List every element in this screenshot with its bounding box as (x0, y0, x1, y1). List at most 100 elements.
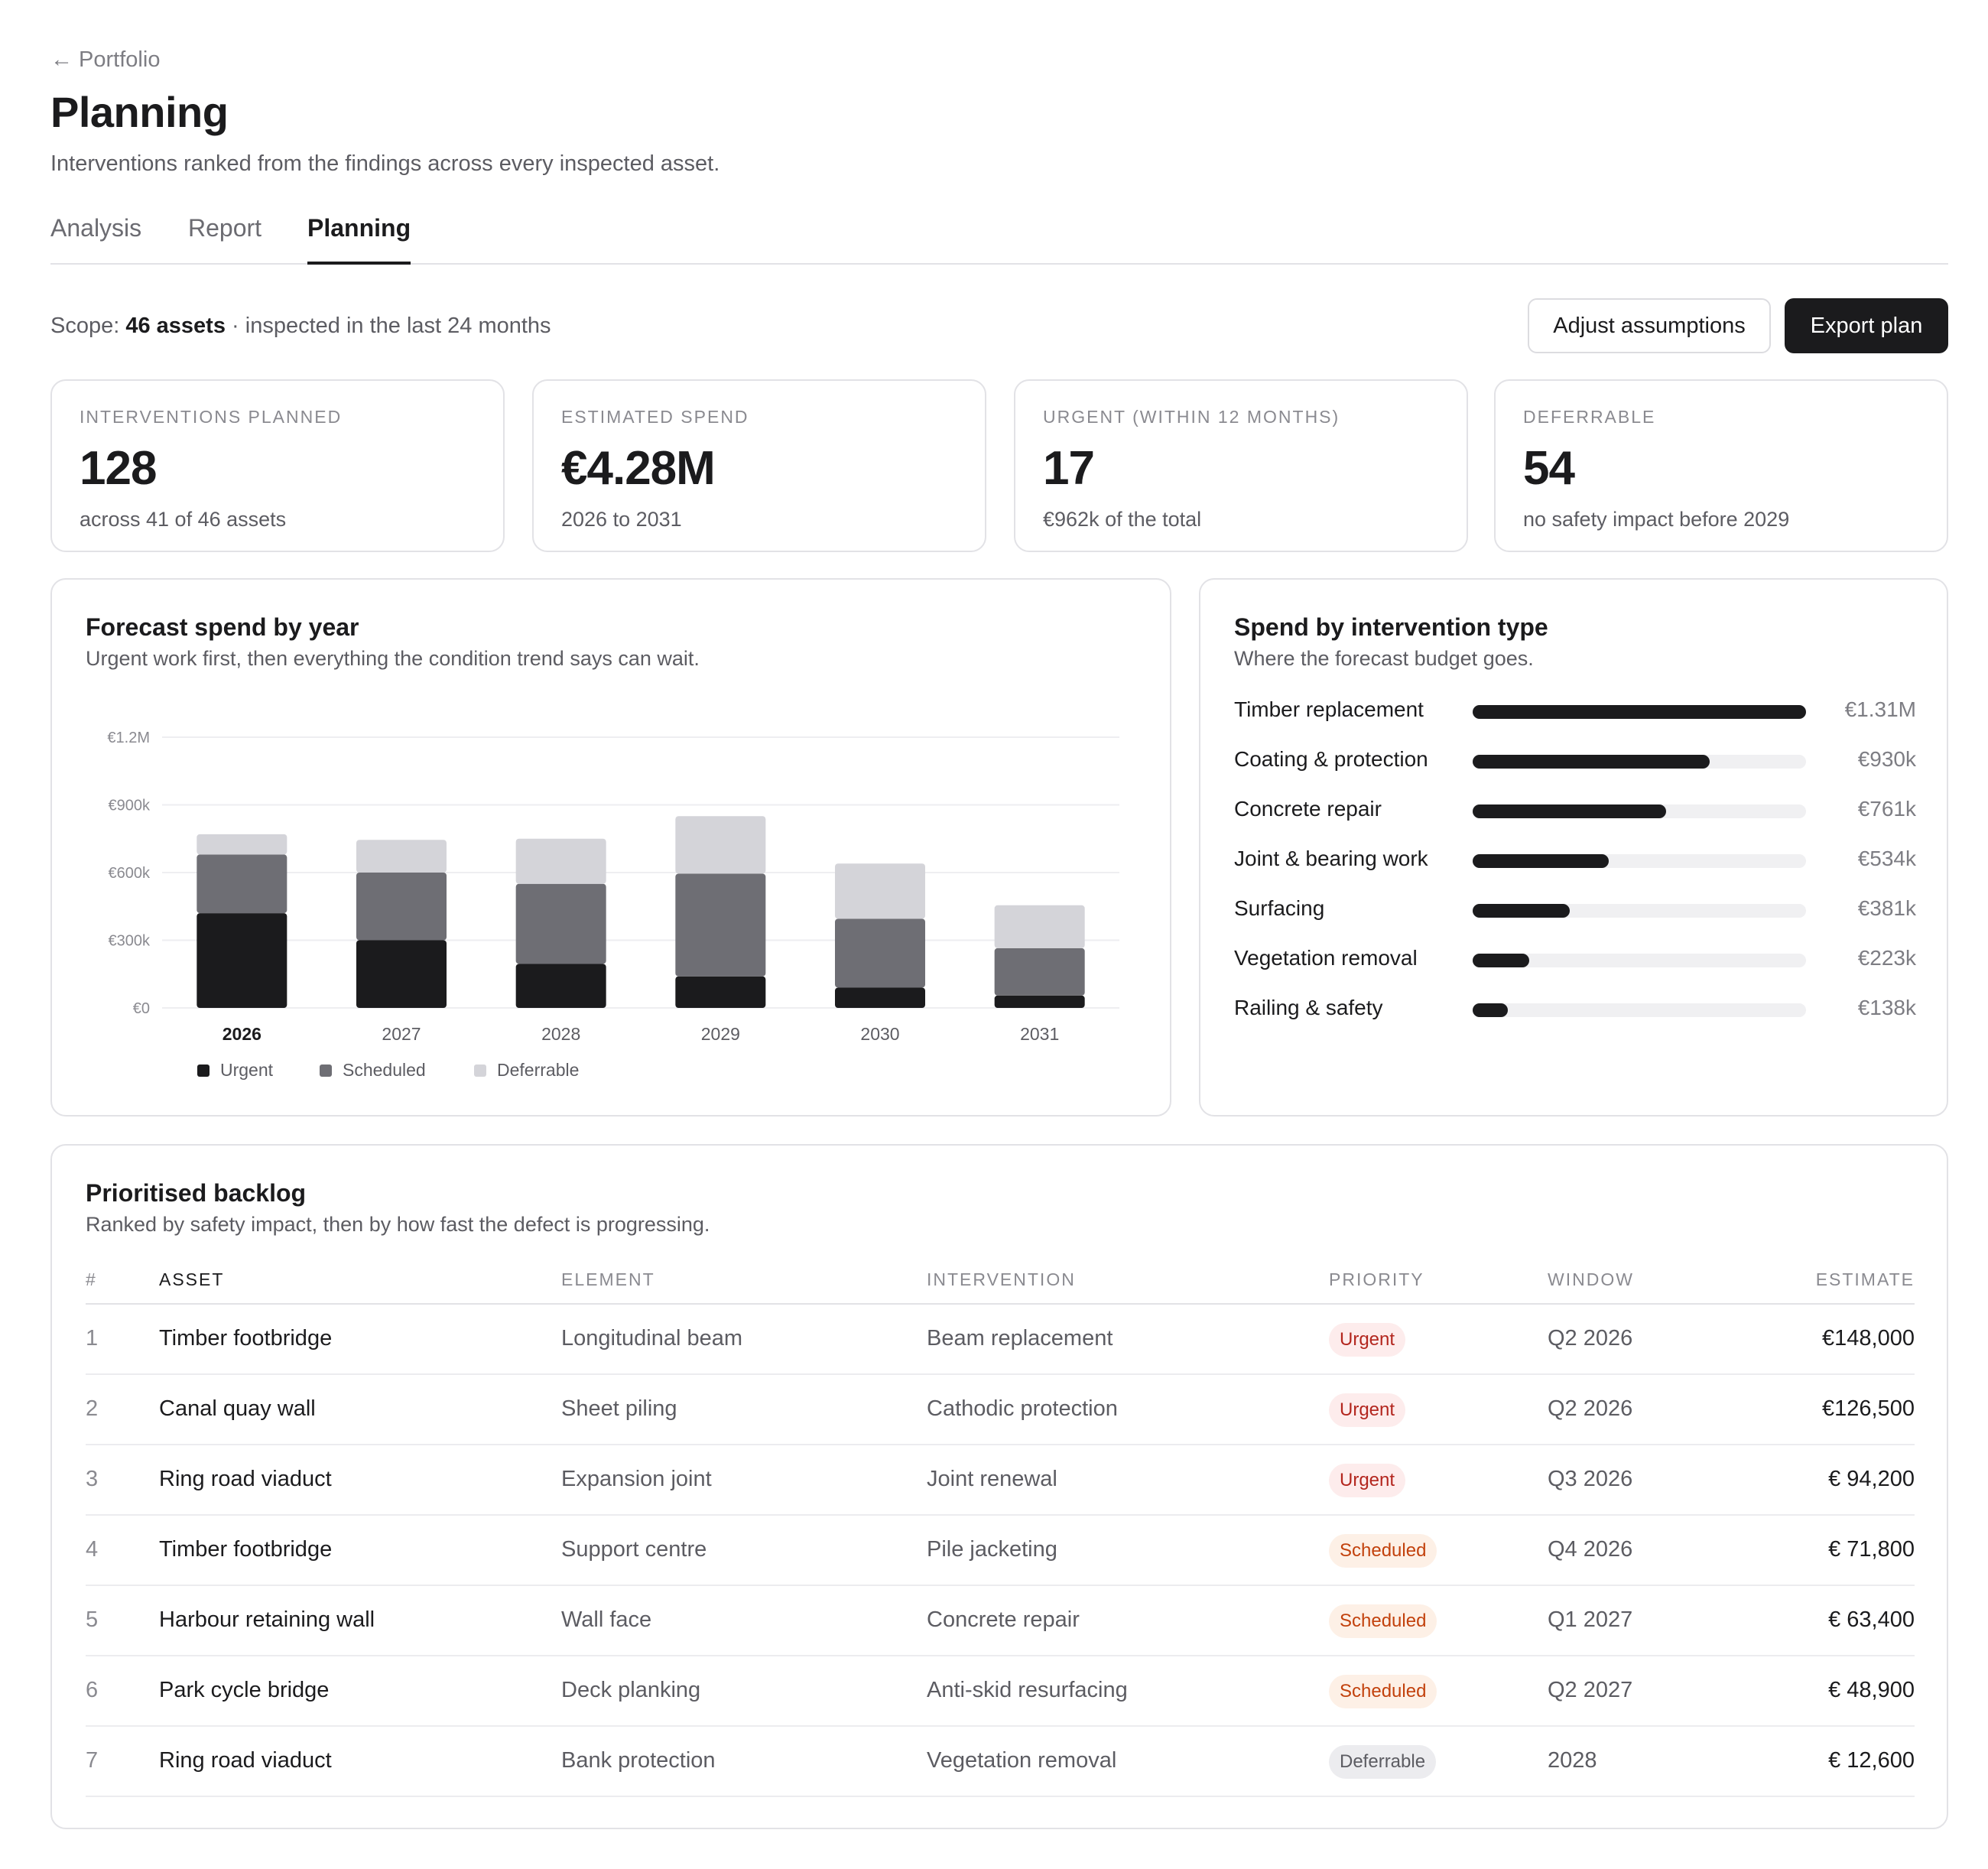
column-header-asset[interactable]: Asset (159, 1269, 225, 1289)
column-header-number: # (86, 1269, 97, 1289)
adjust-assumptions-button[interactable]: Adjust assumptions (1528, 298, 1771, 353)
backlog-title: Prioritised backlog (86, 1179, 307, 1207)
row-number: 7 (86, 1748, 99, 1773)
bar-deferrable-2028 (515, 838, 606, 884)
row-asset: Timber footbridge (159, 1326, 333, 1351)
row-window: Q2 2027 (1548, 1678, 1633, 1702)
bar-deferrable-2031 (994, 905, 1085, 948)
row-element: Wall face (561, 1607, 652, 1632)
kpi-sub: 2026 to 2031 (561, 508, 682, 531)
tab-planning[interactable]: Planning (307, 214, 411, 265)
y-tick-label: €300k (109, 933, 151, 950)
table-row[interactable]: 7 Ring road viaduct Bank protection Vegetat… (86, 1727, 1915, 1797)
type-label: Concrete repair (1234, 797, 1382, 821)
bar-urgent-2031 (994, 995, 1085, 1008)
table-row[interactable]: 6 Park cycle bridge Deck planking Anti-skid… (86, 1656, 1915, 1727)
scope-prefix: Scope: (50, 314, 120, 338)
y-tick-label: €900k (109, 798, 151, 814)
type-label: Timber replacement (1234, 697, 1424, 721)
row-intervention: Cathodic protection (927, 1396, 1118, 1421)
row-priority: Urgent (1329, 1323, 1406, 1357)
backlog-card: Prioritised backlog Ranked by safety imp… (50, 1144, 1948, 1829)
row-priority: Scheduled (1329, 1604, 1437, 1638)
type-value: €534k (1857, 847, 1916, 870)
row-estimate: € 71,800 (1828, 1537, 1915, 1562)
type-bar-track (1473, 904, 1806, 918)
type-bar (1473, 804, 1667, 818)
priority-badge: Urgent (1329, 1323, 1406, 1357)
row-asset: Timber footbridge (159, 1537, 333, 1562)
type-bar (1473, 854, 1609, 868)
priority-badge: Urgent (1329, 1393, 1406, 1427)
kpi-sub: €962k of the total (1043, 508, 1202, 531)
row-priority: Scheduled (1329, 1675, 1437, 1708)
bar-deferrable-2027 (356, 840, 447, 873)
table-row[interactable]: 3 Ring road viaduct Expansion joint Joint r… (86, 1445, 1915, 1516)
type-value: €1.31M (1844, 697, 1916, 721)
bar-urgent-2029 (675, 976, 766, 1008)
priority-badge: Deferrable (1329, 1745, 1437, 1779)
kpi-value: €4.28M (561, 442, 716, 495)
kpi-card-deferrable: Deferrable 54 no safety impact before 20… (1494, 379, 1948, 552)
row-intervention: Pile jacketing (927, 1537, 1057, 1562)
row-window: Q2 2026 (1548, 1396, 1633, 1421)
row-asset: Park cycle bridge (159, 1678, 330, 1702)
bar-urgent-2027 (356, 940, 447, 1008)
legend-item-deferrable: Deferrable (474, 1060, 579, 1081)
export-plan-button[interactable]: Export plan (1785, 298, 1948, 353)
type-row-timber-replacement: Timber replacement €1.31M (1234, 694, 1916, 725)
kpi-label: Estimated spend (561, 407, 749, 427)
table-row[interactable]: 4 Timber footbridge Support centre Pile jac… (86, 1516, 1915, 1586)
row-estimate: € 48,900 (1828, 1678, 1915, 1702)
tab-report[interactable]: Report (188, 214, 262, 242)
type-bar (1473, 904, 1570, 918)
bar-deferrable-2026 (197, 834, 287, 855)
page-title: Planning (50, 88, 229, 136)
kpi-sub: across 41 of 46 assets (80, 508, 287, 531)
backlog-subtitle: Ranked by safety impact, then by how fas… (86, 1213, 710, 1236)
type-row-coating-protection: Coating & protection €930k (1234, 744, 1916, 775)
type-bar (1473, 755, 1710, 769)
column-header-intervention[interactable]: Intervention (927, 1269, 1076, 1289)
row-intervention: Anti-skid resurfacing (927, 1678, 1128, 1702)
x-tick-label: 2027 (382, 1024, 421, 1044)
y-tick-label: €1.2M (107, 730, 150, 746)
forecast-chart: €0 €300k €600k €900k €1.2M 2026 2027 2028 2029 20… (107, 730, 1119, 1044)
backlog-table: # Asset Element Intervention Priority Wi… (86, 1259, 1915, 1797)
legend-swatch-urgent (197, 1064, 210, 1077)
column-header-priority[interactable]: Priority (1329, 1269, 1424, 1289)
x-tick-label: 2026 (223, 1024, 261, 1044)
priority-badge: Scheduled (1329, 1534, 1437, 1568)
type-bar-track (1473, 804, 1806, 818)
tab-bar: Analysis Report Planning (50, 206, 1948, 265)
legend-label: Deferrable (497, 1060, 580, 1080)
type-label: Vegetation removal (1234, 946, 1418, 970)
kpi-value: 54 (1523, 442, 1575, 495)
kpi-sub: no safety impact before 2029 (1523, 508, 1790, 531)
table-row[interactable]: 2 Canal quay wall Sheet piling Cathodic pro… (86, 1375, 1915, 1445)
bar-scheduled-2031 (994, 948, 1085, 996)
column-header-window[interactable]: Window (1548, 1269, 1634, 1289)
bar-scheduled-2027 (356, 873, 447, 941)
row-element: Support centre (561, 1537, 707, 1562)
row-estimate: €148,000 (1822, 1326, 1915, 1351)
column-header-element[interactable]: Element (561, 1269, 655, 1289)
row-estimate: € 94,200 (1828, 1467, 1915, 1491)
column-header-estimate[interactable]: Estimate (1815, 1269, 1915, 1289)
type-value: €138k (1857, 996, 1916, 1019)
row-window: 2028 (1548, 1748, 1597, 1773)
scope-summary: Scope: 46 assets · inspected in the last… (50, 314, 551, 339)
type-bar (1473, 954, 1530, 967)
legend-item-urgent: Urgent (197, 1060, 273, 1081)
row-priority: Scheduled (1329, 1534, 1437, 1568)
back-to-portfolio-link[interactable]: ← Portfolio (50, 47, 161, 72)
bar-scheduled-2030 (835, 918, 925, 988)
intervention-type-card: Spend by intervention type Where the for… (1199, 578, 1948, 1117)
forecast-subtitle: Urgent work first, then everything the c… (86, 647, 700, 670)
table-row[interactable]: 5 Harbour retaining wall Wall face Concrete… (86, 1586, 1915, 1656)
table-row[interactable]: 1 Timber footbridge Longitudinal beam Beam … (86, 1305, 1915, 1375)
row-estimate: € 63,400 (1828, 1607, 1915, 1632)
forecast-title: Forecast spend by year (86, 613, 359, 641)
tab-analysis[interactable]: Analysis (50, 214, 142, 242)
